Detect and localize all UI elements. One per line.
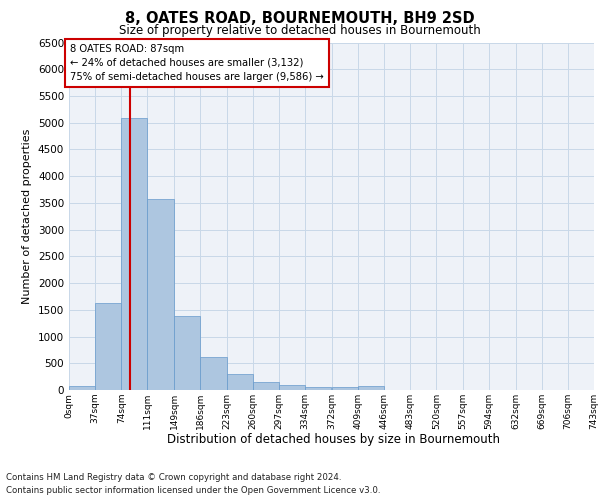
Text: Distribution of detached houses by size in Bournemouth: Distribution of detached houses by size … — [167, 432, 500, 446]
Y-axis label: Number of detached properties: Number of detached properties — [22, 128, 32, 304]
Bar — [227, 374, 253, 390]
Bar — [253, 382, 279, 390]
Bar — [200, 357, 227, 390]
Bar — [148, 198, 173, 390]
Bar — [121, 118, 148, 390]
Bar — [174, 316, 200, 390]
Bar — [358, 386, 384, 390]
Bar — [69, 386, 95, 390]
Text: Contains HM Land Registry data © Crown copyright and database right 2024.: Contains HM Land Registry data © Crown c… — [6, 472, 341, 482]
Bar — [305, 387, 331, 390]
Text: 8 OATES ROAD: 87sqm
← 24% of detached houses are smaller (3,132)
75% of semi-det: 8 OATES ROAD: 87sqm ← 24% of detached ho… — [70, 44, 324, 82]
Text: Size of property relative to detached houses in Bournemouth: Size of property relative to detached ho… — [119, 24, 481, 37]
Bar — [279, 384, 305, 390]
Text: Contains public sector information licensed under the Open Government Licence v3: Contains public sector information licen… — [6, 486, 380, 495]
Bar — [95, 304, 121, 390]
Bar — [332, 387, 358, 390]
Text: 8, OATES ROAD, BOURNEMOUTH, BH9 2SD: 8, OATES ROAD, BOURNEMOUTH, BH9 2SD — [125, 11, 475, 26]
